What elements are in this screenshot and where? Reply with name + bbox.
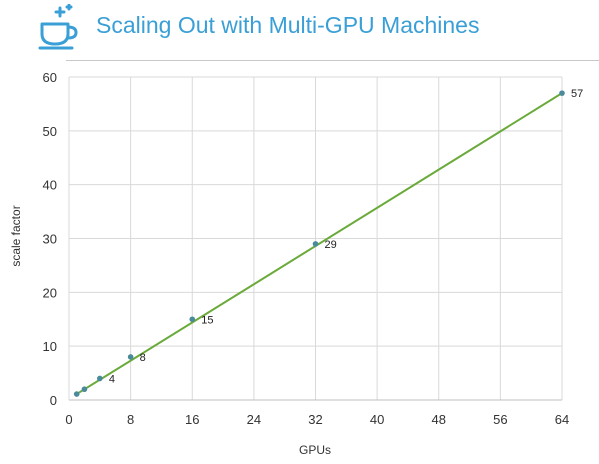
data-point [559,90,565,96]
data-point [81,386,88,393]
data-label: 4 [109,373,115,385]
y-tick-label: 20 [43,285,57,300]
chart-grid [69,76,563,400]
y-tick-label: 50 [43,124,57,139]
data-label: 57 [571,88,583,100]
y-tick-label: 40 [43,178,57,193]
coffee-cup-sparkle-icon [38,4,78,50]
x-tick-label: 64 [555,412,569,427]
x-tick-label: 48 [432,412,446,427]
data-point [97,375,103,382]
data-labels: 4 8 15 29 57 [109,88,583,385]
y-tick-label: 10 [43,339,57,354]
y-axis-title: scale factor [9,205,23,266]
x-tick-label: 0 [65,412,72,427]
title-divider [66,60,599,61]
data-point [189,316,196,323]
x-axis-title: GPUs [299,443,331,457]
chart-axes [68,77,562,401]
data-label: 29 [325,239,337,251]
x-tick-label: 24 [247,412,261,427]
y-tick-label: 30 [43,232,57,247]
trendline [76,92,563,395]
trendline-group [76,92,563,395]
x-tick-label: 56 [493,412,507,427]
data-point [312,241,319,247]
data-label: 8 [140,352,146,364]
x-tick-label: 8 [127,412,134,427]
slide-title: Scaling Out with Multi-GPU Machines [96,12,480,38]
data-label: 15 [201,314,213,326]
data-point [73,391,80,397]
data-points [73,90,565,397]
x-tick-label: 16 [185,412,199,427]
data-point [127,354,134,360]
x-tick-label: 40 [370,412,384,427]
y-tick-label: 60 [43,70,57,85]
y-tick-label: 0 [50,393,57,408]
x-tick-label: 32 [308,412,322,427]
